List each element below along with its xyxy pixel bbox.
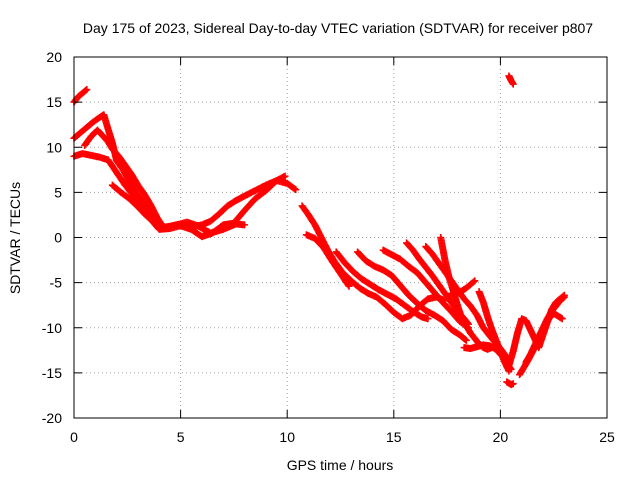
data-point [509, 80, 517, 88]
x-tick-label: 20 [493, 429, 509, 445]
data-point [345, 282, 353, 290]
data-series-arc-9 [354, 248, 470, 344]
data-point [559, 294, 567, 302]
x-tick-label: 15 [386, 429, 402, 445]
data-point [462, 336, 470, 344]
y-tick-label: 20 [46, 49, 62, 65]
y-tick-label: -10 [42, 320, 62, 336]
y-tick-label: -20 [42, 410, 62, 426]
y-tick-label: -5 [50, 275, 63, 291]
data-series-arc-14 [445, 277, 479, 300]
y-axis-label: SDTVAR / TECUs [7, 182, 23, 294]
chart-title: Day 175 of 2023, Sidereal Day-to-day VTE… [83, 20, 593, 36]
data-point [291, 185, 299, 193]
grid-lines [74, 57, 607, 418]
data-point [470, 278, 478, 286]
data-series-arc-17 [503, 378, 517, 389]
data-point [509, 380, 517, 388]
data-series-arc-5 [108, 181, 249, 237]
data-series-arc-7 [302, 231, 353, 290]
data-point [82, 86, 90, 94]
data-point [558, 315, 566, 323]
y-tick-label: 5 [54, 184, 62, 200]
axis-ticks: 0 5 10 15 20 25 -20 -15 -10 -5 0 5 10 15 20 [42, 49, 615, 445]
x-tick-label: 10 [279, 429, 295, 445]
data-point [471, 277, 479, 285]
y-tick-label: -15 [42, 365, 62, 381]
x-tick-label: 25 [599, 429, 615, 445]
data-point [461, 335, 469, 343]
data-point [281, 172, 289, 180]
data-point [83, 85, 91, 93]
data-points [70, 72, 568, 389]
data-point [560, 293, 568, 301]
y-tick-label: 15 [46, 94, 62, 110]
y-tick-label: 0 [54, 230, 62, 246]
data-series-arc-21 [522, 293, 568, 366]
data-point [292, 186, 300, 194]
data-point [241, 221, 249, 229]
x-tick-label: 5 [177, 429, 185, 445]
data-series-arc-8 [332, 248, 432, 323]
x-axis-label: GPS time / hours [287, 457, 394, 473]
y-tick-label: 10 [46, 139, 62, 155]
x-tick-label: 0 [70, 429, 78, 445]
data-point [424, 315, 432, 323]
data-series-arc-18 [505, 72, 517, 88]
data-point [344, 281, 352, 289]
